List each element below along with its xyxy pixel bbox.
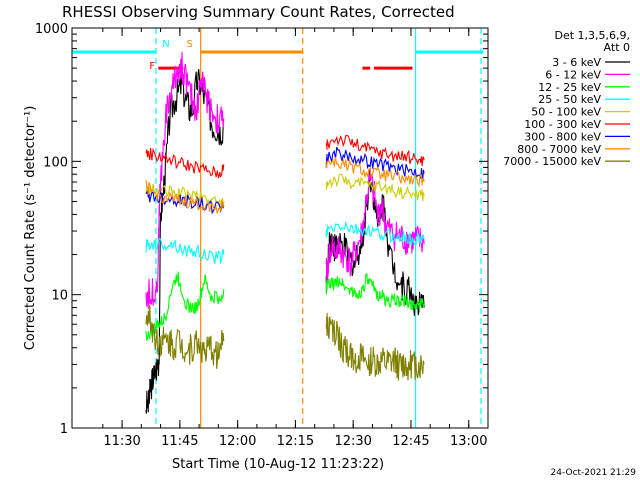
y-tick-label: 100 <box>43 155 68 170</box>
orbit-marker-label: N <box>162 39 169 50</box>
x-tick-label: 11:30 <box>103 434 140 449</box>
legend-entry-label: 3 - 6 keV <box>552 56 601 69</box>
series-8 <box>145 304 425 381</box>
x-tick-label: 12:45 <box>392 434 429 449</box>
legend-entry-label: 7000 - 15000 keV <box>503 155 601 168</box>
series-7 <box>145 157 425 214</box>
legend-entry-label: 300 - 800 keV <box>524 130 601 143</box>
y-tick-label: 10 <box>51 289 68 304</box>
series-line <box>145 304 225 369</box>
series-line <box>145 237 225 265</box>
series-0 <box>145 69 425 414</box>
series-5 <box>145 134 425 179</box>
series-2 <box>145 271 425 341</box>
orbit-marker-label: F <box>149 61 155 72</box>
y-tick-label: 1 <box>60 422 68 437</box>
legend-entry-label: 100 - 300 keV <box>524 118 601 131</box>
series-1 <box>145 51 425 310</box>
series-line <box>145 179 225 214</box>
legend-header-line2: Att 0 <box>604 41 630 54</box>
series-line <box>325 146 425 179</box>
chart-title: RHESSI Observing Summary Count Rates, Co… <box>62 3 455 21</box>
series-3 <box>145 221 425 265</box>
x-tick-label: 12:00 <box>219 434 256 449</box>
x-tick-label: 12:15 <box>277 434 314 449</box>
x-tick-label: 13:00 <box>450 434 487 449</box>
x-tick-label: 12:30 <box>334 434 371 449</box>
x-axis-label: Start Time (10-Aug-12 11:23:22) <box>172 457 384 472</box>
axes: 11:30 11:45 12:00 12:15 12:30 12:45 13:00 1 10 10… <box>35 22 488 449</box>
series-line <box>325 173 425 202</box>
series-line <box>145 183 225 211</box>
series-line <box>325 272 425 311</box>
series-line <box>325 134 425 167</box>
series-line <box>325 167 425 283</box>
series-line <box>145 271 225 341</box>
orbit-marker-label: S <box>186 39 192 50</box>
generation-timestamp: 24-Oct-2021 21:29 <box>551 468 637 478</box>
legend-header-line1: Det 1,3,5,6,9, <box>554 29 630 42</box>
y-tick-label: 1000 <box>35 22 68 37</box>
legend-entry-label: 50 - 100 keV <box>531 106 601 119</box>
series-line <box>325 170 425 316</box>
series-layer <box>145 51 425 414</box>
series-line <box>325 221 425 246</box>
legend-entry-label: 6 - 12 keV <box>545 68 601 81</box>
plot-frame <box>71 27 489 429</box>
legend-entry-label: 25 - 50 keV <box>538 93 601 106</box>
series-line <box>145 51 225 310</box>
series-line <box>325 313 425 381</box>
x-tick-label: 11:45 <box>161 434 198 449</box>
series-4 <box>145 173 425 211</box>
y-axis-label: Corrected Count Rate (s⁻¹ detector⁻¹) <box>23 106 38 351</box>
series-line <box>145 147 225 179</box>
series-6 <box>145 146 425 215</box>
legend-entry-label: 800 - 7000 keV <box>517 143 601 156</box>
series-line <box>145 190 225 215</box>
series-line <box>325 157 425 188</box>
legend-entry-label: 12 - 25 keV <box>538 81 601 94</box>
